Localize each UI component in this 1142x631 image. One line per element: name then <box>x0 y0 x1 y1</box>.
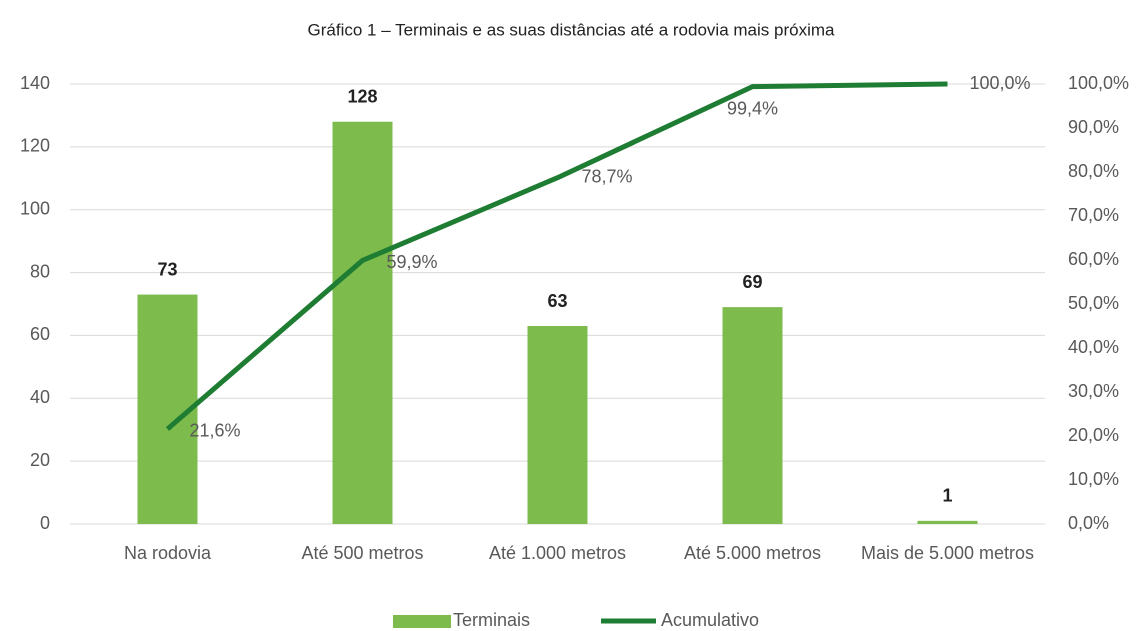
bar-value-label: 63 <box>547 291 567 311</box>
bar-value-label: 128 <box>347 86 377 106</box>
y-tick-label: 20 <box>30 450 50 470</box>
y2-tick-label: 20,0% <box>1068 425 1119 445</box>
bar-value-label: 69 <box>742 272 762 292</box>
bar <box>527 326 588 524</box>
bar <box>722 307 783 524</box>
legend-label: Terminais <box>453 610 530 630</box>
y-tick-label: 0 <box>40 513 50 533</box>
line-value-label: 78,7% <box>582 166 633 186</box>
y2-tick-label: 90,0% <box>1068 117 1119 137</box>
bar <box>917 520 978 524</box>
y2-tick-label: 30,0% <box>1068 381 1119 401</box>
y-tick-label: 40 <box>30 387 50 407</box>
bar <box>332 121 393 524</box>
bar-value-label: 73 <box>157 259 177 279</box>
y2-tick-label: 50,0% <box>1068 293 1119 313</box>
y2-tick-label: 0,0% <box>1068 513 1109 533</box>
line-value-label: 21,6% <box>190 421 241 441</box>
x-tick-label: Até 500 metros <box>301 543 424 563</box>
y2-tick-label: 40,0% <box>1068 337 1119 357</box>
legend-swatch <box>393 615 451 628</box>
y-tick-label: 120 <box>20 136 50 156</box>
y2-tick-label: 10,0% <box>1068 469 1119 489</box>
y-tick-label: 80 <box>30 261 50 281</box>
y2-tick-label: 60,0% <box>1068 249 1119 269</box>
line-value-label: 59,9% <box>387 252 438 272</box>
y-tick-label: 140 <box>20 73 50 93</box>
line-value-label: 100,0% <box>970 73 1031 93</box>
x-tick-label: Na rodovia <box>123 543 212 563</box>
y2-tick-label: 100,0% <box>1068 73 1129 93</box>
x-tick-label: Mais de 5.000 metros <box>860 543 1035 563</box>
x-tick-label: Até 1.000 metros <box>488 543 627 563</box>
y2-tick-label: 70,0% <box>1068 205 1119 225</box>
x-tick-label: Até 5.000 metros <box>683 543 822 563</box>
y-tick-label: 100 <box>20 198 50 218</box>
line-value-label: 99,4% <box>727 98 778 118</box>
line <box>165 81 948 431</box>
y2-tick-label: 80,0% <box>1068 161 1119 181</box>
chart-title: Gráfico 1 – Terminais e as suas distânci… <box>308 20 835 39</box>
legend-label: Acumulativo <box>661 610 759 630</box>
y-tick-label: 60 <box>30 324 50 344</box>
bar-value-label: 1 <box>942 486 952 506</box>
